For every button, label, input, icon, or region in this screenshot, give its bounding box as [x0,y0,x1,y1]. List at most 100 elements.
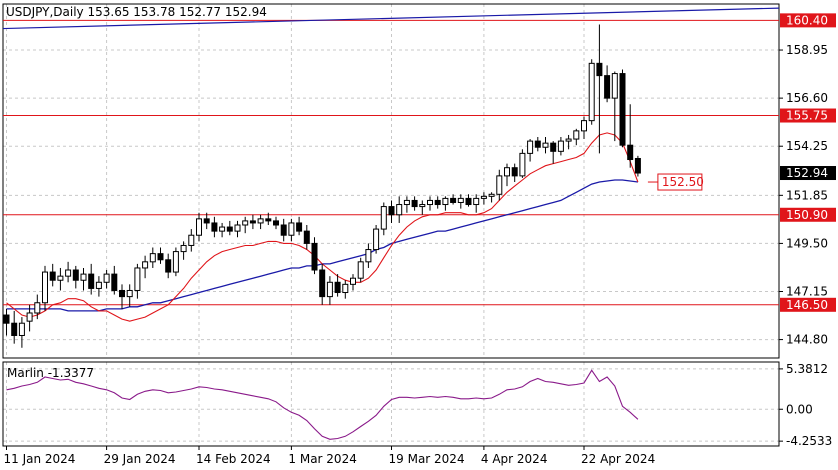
price-tick-label: 151.85 [786,188,828,202]
bull-candle [103,273,110,283]
level-label-bg [780,108,836,123]
bear-candle [111,273,118,291]
level-label-bg [780,207,836,222]
date-tick-label: 19 Mar 2024 [389,452,465,466]
bull-candle [380,206,387,230]
bear-candle [11,322,18,336]
candles [3,24,641,348]
annotation-box [657,173,703,191]
bear-candle [511,167,518,177]
bear-candle [319,269,326,298]
bear-candle [296,222,303,232]
bull-candle [134,267,141,291]
price-annotation: 152.50 [647,173,704,191]
bull-candle [288,222,295,236]
bear-candle [311,242,318,271]
date-axis: 11 Jan 2024 29 Jan 2024 14 Feb 2024 1 Mar 2… [4,446,655,466]
bull-candle [519,152,526,177]
bull-candle [427,199,433,206]
oscillator-axis: 5.3812 0.00 -4.2533 [779,362,832,448]
bear-candle [596,62,603,77]
bull-candle [326,281,333,298]
bull-candle [457,197,464,203]
bear-candle [119,289,125,298]
bull-candle [442,197,449,206]
bear-candle [211,222,218,232]
bull-candle [588,62,595,122]
level-label-bg [780,297,836,312]
bull-candle [196,218,202,236]
bull-candle [242,220,249,226]
symbol-header: USDJPY,Daily 153.65 153.78 152.77 152.94 [6,5,267,19]
bull-candle [149,253,156,263]
price-tick-label: 147.15 [786,284,828,298]
bear-candle [465,197,472,206]
level-label: 150.90 [786,208,828,222]
bull-candle [573,130,580,140]
bull-candle [488,193,495,197]
bear-candle [634,157,641,174]
bear-candle [3,314,10,324]
bull-candle [527,140,534,154]
oscillator-label: Marlin -1.3377 [7,366,94,380]
level-label: 146.50 [786,298,828,312]
date-tick-label: 11 Jan 2024 [4,452,76,466]
osc-tick-label: 0.00 [786,402,813,416]
trendline [2,7,780,30]
bull-candle [65,269,72,277]
date-tick-label: 4 Apr 2024 [481,452,548,466]
bull-candle [480,195,487,199]
bull-candle [34,302,41,314]
bull-candle [611,73,618,99]
bull-candle [357,261,364,279]
osc-grid [3,362,779,446]
bull-candle [42,271,48,304]
bear-candle [203,218,210,224]
bull-candle [581,120,587,132]
main-plot-frame [2,3,780,359]
bear-candle [157,253,164,261]
bull-candle [373,228,380,251]
date-tick-label: 29 Jan 2024 [104,452,176,466]
bull-candle [342,283,349,294]
main-grid [3,4,779,358]
bear-candle [550,142,557,152]
bull-candle [504,167,510,177]
last-price-label: 152.94 [786,166,828,180]
price-tick-label: 144.80 [786,333,828,347]
level-label: 155.75 [786,109,828,123]
bull-candle [565,138,572,142]
bull-candle [365,249,372,263]
date-tick-label: 1 Mar 2024 [288,452,356,466]
bull-candle [542,142,549,148]
bear-candle [165,259,172,273]
horizontal-levels: 160.40 155.75 150.90 146.50 [3,13,836,312]
bull-candle [126,289,133,298]
price-tick-label: 154.25 [786,139,828,153]
bear-candle [411,199,418,208]
bull-candle [26,312,33,322]
bear-candle [273,220,279,226]
bull-candle [234,224,241,232]
bear-candle [226,226,233,232]
last-price-bg [780,166,836,181]
price-axis: 144.80 147.15 149.50 151.85 154.25 156.60 158.… [779,43,836,347]
marlin-oscillator-line [6,369,639,440]
bear-candle [88,273,95,289]
date-tick-label: 14 Feb 2024 [196,452,271,466]
bear-candle [450,197,457,203]
bull-candle [557,140,564,152]
bear-candle [265,218,272,222]
bull-candle [396,204,403,216]
bull-candle [172,251,179,273]
bull-candle [80,273,87,281]
bull-candle [473,197,480,206]
bear-candle [49,271,56,281]
bear-candle [334,281,341,294]
bear-candle [249,220,256,224]
bear-candle [303,230,310,244]
annotation-label: 152.50 [662,175,704,189]
level-label-bg [780,13,836,28]
osc-tick-label: -4.2533 [786,434,832,448]
